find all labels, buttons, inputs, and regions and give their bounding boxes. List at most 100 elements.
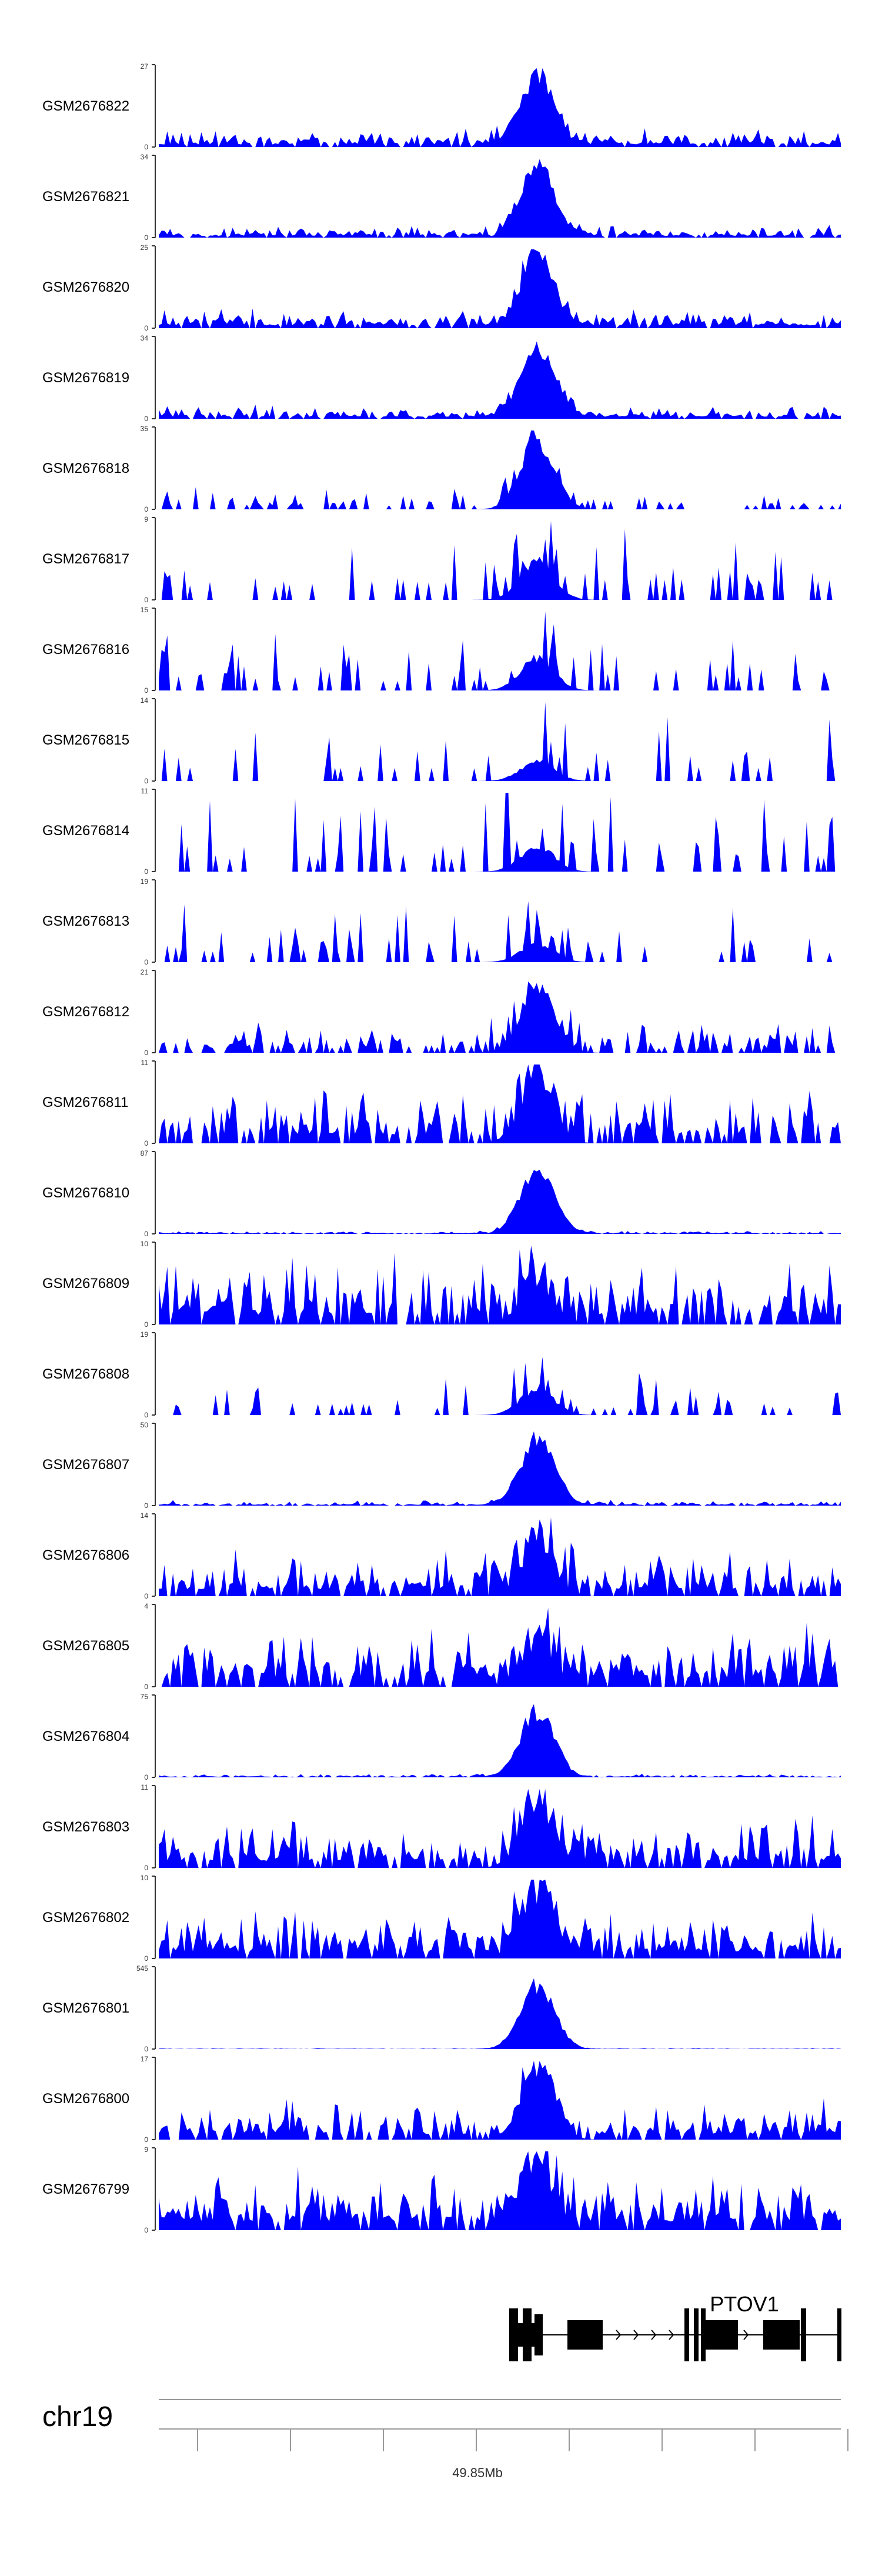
track-GSM2676818: GSM2676818 35 0 xyxy=(42,425,841,513)
track-GSM2676815: GSM2676815 14 0 xyxy=(42,696,841,785)
coverage-area xyxy=(159,1880,841,1958)
track-ymax-label: 15 xyxy=(141,606,149,614)
track-GSM2676814: GSM2676814 11 0 xyxy=(42,787,841,876)
track-GSM2676805: GSM2676805 4 0 xyxy=(42,1602,841,1691)
gene-exon xyxy=(763,2320,800,2350)
gene-exon xyxy=(701,2308,706,2361)
track-label: GSM2676808 xyxy=(42,1366,129,1382)
track-label: GSM2676816 xyxy=(42,642,129,658)
track-ymax-label: 87 xyxy=(141,1149,149,1157)
track-label: GSM2676813 xyxy=(42,913,129,929)
track-ymax-label: 21 xyxy=(141,968,149,976)
track-label: GSM2676818 xyxy=(42,461,129,476)
genome-tick-label: 49.85Mb xyxy=(452,2465,503,2480)
track-ymin-label: 0 xyxy=(144,1773,148,1781)
track-GSM2676816: GSM2676816 15 0 xyxy=(42,606,841,695)
track-ymax-label: 11 xyxy=(141,1059,149,1067)
coverage-area xyxy=(159,68,841,147)
track-label: GSM2676817 xyxy=(42,551,129,567)
coverage-area xyxy=(159,981,841,1053)
gene-exon xyxy=(694,2308,699,2361)
chromosome-label: chr19 xyxy=(42,2401,113,2432)
coverage-area xyxy=(159,901,841,962)
track-label: GSM2676815 xyxy=(42,732,129,748)
track-ymax-label: 9 xyxy=(144,2145,148,2154)
track-ymin-label: 0 xyxy=(144,777,148,785)
track-label: GSM2676799 xyxy=(42,2181,129,2197)
gene-label: PTOV1 xyxy=(710,2292,779,2316)
coverage-area xyxy=(159,1431,841,1506)
track-label: GSM2676809 xyxy=(42,1276,129,1292)
track-ymax-label: 25 xyxy=(141,243,149,252)
track-ymin-label: 0 xyxy=(144,958,148,966)
coverage-area xyxy=(159,793,841,872)
track-ymax-label: 545 xyxy=(136,1964,148,1973)
track-label: GSM2676820 xyxy=(42,279,129,295)
track-ymax-label: 11 xyxy=(141,1783,149,1791)
gene-exon xyxy=(684,2308,689,2361)
track-ymin-label: 0 xyxy=(144,1411,148,1419)
gene-model-ptov1: PTOV1 xyxy=(509,2292,841,2361)
track-label: GSM2676810 xyxy=(42,1185,129,1201)
track-ymax-label: 17 xyxy=(141,2055,149,2063)
track-label: GSM2676821 xyxy=(42,189,129,205)
track-ymin-label: 0 xyxy=(144,1320,148,1329)
strand-arrows xyxy=(616,2330,749,2340)
coverage-area xyxy=(159,341,841,419)
track-GSM2676817: GSM2676817 9 0 xyxy=(42,515,841,604)
track-ymin-label: 0 xyxy=(144,1139,148,1147)
track-ymin-label: 0 xyxy=(144,2226,148,2234)
track-label: GSM2676805 xyxy=(42,1638,129,1654)
track-GSM2676819: GSM2676819 34 0 xyxy=(42,334,841,423)
track-GSM2676820: GSM2676820 25 0 xyxy=(42,243,841,332)
track-label: GSM2676802 xyxy=(42,1910,129,1926)
track-label: GSM2676807 xyxy=(42,1457,129,1473)
gene-exon xyxy=(706,2320,738,2350)
track-ymax-label: 50 xyxy=(141,1421,149,1429)
coverage-area xyxy=(159,2151,841,2230)
coverage-area xyxy=(159,1169,841,1234)
track-GSM2676806: GSM2676806 14 0 xyxy=(42,1511,841,1600)
gene-exon xyxy=(567,2320,603,2350)
track-ymax-label: 27 xyxy=(141,62,149,71)
coverage-area xyxy=(159,1608,841,1687)
coverage-area xyxy=(159,431,841,509)
coverage-area xyxy=(159,1789,841,1868)
track-ymin-label: 0 xyxy=(144,505,148,513)
coverage-tracks: GSM2676822270GSM2676821340GSM2676820250G… xyxy=(42,62,841,2234)
track-GSM2676807: GSM2676807 50 0 xyxy=(42,1421,841,1510)
track-ymin-label: 0 xyxy=(144,2045,148,2053)
track-ymax-label: 34 xyxy=(141,153,149,161)
track-GSM2676813: GSM2676813 19 0 xyxy=(42,877,841,966)
track-ymax-label: 4 xyxy=(144,1602,148,1610)
track-ymin-label: 0 xyxy=(144,1049,148,1057)
coverage-area xyxy=(159,1517,841,1596)
track-GSM2676799: GSM2676799 9 0 xyxy=(42,2145,841,2234)
track-label: GSM2676800 xyxy=(42,2091,129,2107)
coverage-area xyxy=(159,702,841,781)
track-ymin-label: 0 xyxy=(144,686,148,695)
track-label: GSM2676822 xyxy=(42,98,129,114)
coverage-area xyxy=(159,2061,841,2140)
track-ymax-label: 14 xyxy=(141,696,149,705)
track-ymin-label: 0 xyxy=(144,324,148,332)
strand-arrow xyxy=(651,2330,657,2340)
track-ymax-label: 11 xyxy=(141,787,149,795)
track-ymax-label: 19 xyxy=(141,877,149,886)
track-ymin-label: 0 xyxy=(144,1501,148,1510)
track-ymax-label: 10 xyxy=(141,1240,149,1248)
track-GSM2676809: GSM2676809 10 0 xyxy=(42,1240,841,1329)
track-GSM2676808: GSM2676808 19 0 xyxy=(42,1330,841,1419)
track-GSM2676803: GSM2676803 11 0 xyxy=(42,1783,841,1872)
track-GSM2676801: GSM2676801 545 0 xyxy=(42,1964,841,2053)
track-GSM2676812: GSM2676812 21 0 xyxy=(42,968,841,1057)
track-ymin-label: 0 xyxy=(144,596,148,604)
coverage-area xyxy=(159,1065,841,1143)
track-GSM2676821: GSM2676821 34 0 xyxy=(42,153,841,242)
track-GSM2676810: GSM2676810 87 0 xyxy=(42,1149,841,1238)
track-label: GSM2676811 xyxy=(42,1095,128,1110)
track-ymin-label: 0 xyxy=(144,1592,148,1600)
track-ymin-label: 0 xyxy=(144,1683,148,1691)
coverage-area xyxy=(159,612,841,690)
